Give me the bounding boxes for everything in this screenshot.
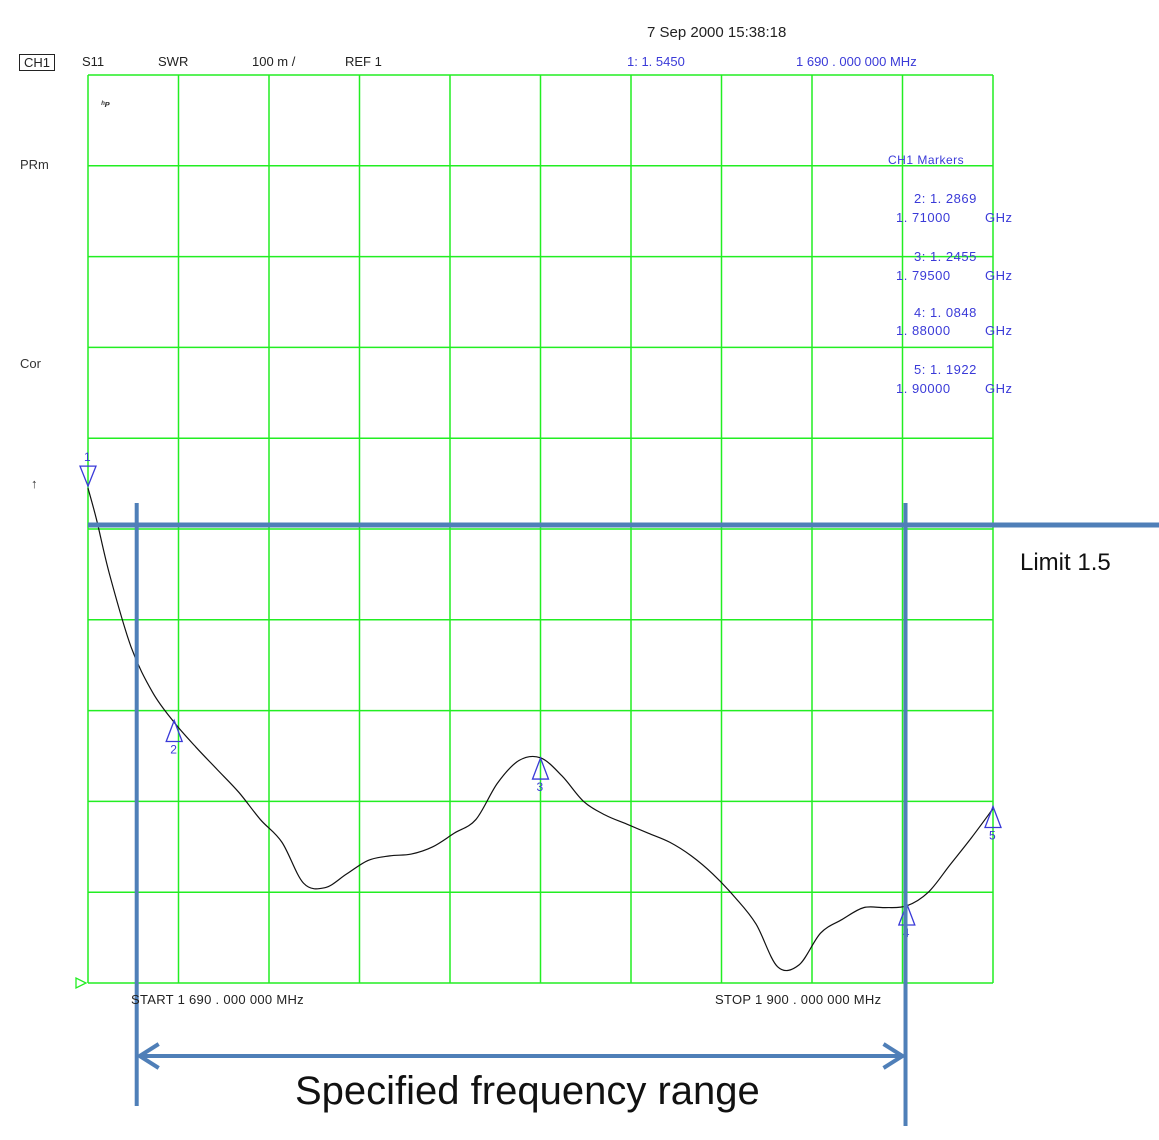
marker-4-value: 4: 1. 0848: [914, 305, 977, 320]
start-frequency-label: START 1 690 . 000 000 MHz: [131, 992, 304, 1007]
reference-label: REF 1: [345, 54, 382, 69]
reference-marker-icon: [75, 976, 88, 990]
marker-2-number: 2: [170, 742, 177, 756]
prm-label: PRm: [20, 157, 49, 172]
stop-frequency-label: STOP 1 900 . 000 000 MHz: [715, 992, 882, 1007]
marker-3-freq: 1. 79500: [896, 268, 951, 283]
marker-3-value: 3: 1. 2455: [914, 249, 977, 264]
timestamp: 7 Sep 2000 15:38:18: [647, 24, 787, 41]
up-arrow-icon: ↑: [31, 476, 38, 491]
scale-label: 100 m /: [252, 54, 296, 69]
marker-2-value: 2: 1. 2869: [914, 191, 977, 206]
channel-label: CH1: [19, 54, 56, 71]
marker-5-value: 5: 1. 1922: [914, 362, 977, 377]
marker-4-freq: 1. 88000: [896, 323, 951, 338]
marker-1-icon: [79, 465, 97, 488]
marker-1-number: 1: [84, 450, 91, 464]
swr-trace: [87, 487, 994, 972]
cor-label: Cor: [20, 356, 41, 371]
hp-icon: ʰᴘ: [101, 99, 110, 109]
marker-3-number: 3: [537, 780, 544, 794]
marker-panel-title: CH1 Markers: [888, 153, 965, 167]
arrow-left-icon: [135, 1042, 160, 1070]
specified-range-label: Specified frequency range: [295, 1069, 760, 1113]
marker-3-unit: GHz: [985, 268, 1013, 283]
marker-2-icon: [165, 718, 184, 743]
parameter-label: S11: [82, 54, 105, 69]
marker-5-unit: GHz: [985, 381, 1013, 396]
limit-label: Limit 1.5: [1020, 549, 1111, 576]
active-marker-frequency: 1 690 . 000 000 MHz: [796, 54, 917, 69]
format-label: SWR: [158, 54, 189, 69]
marker-3-icon: [531, 756, 550, 780]
active-marker-value: 1: 1. 5450: [627, 54, 685, 69]
marker-4-unit: GHz: [985, 323, 1013, 338]
marker-5-freq: 1. 90000: [896, 381, 951, 396]
marker-2-unit: GHz: [985, 210, 1013, 225]
marker-2-freq: 1. 71000: [896, 210, 951, 225]
arrow-right-icon: [882, 1042, 907, 1070]
marker-5-number: 5: [989, 828, 996, 842]
marker-5-icon: [984, 804, 1002, 829]
